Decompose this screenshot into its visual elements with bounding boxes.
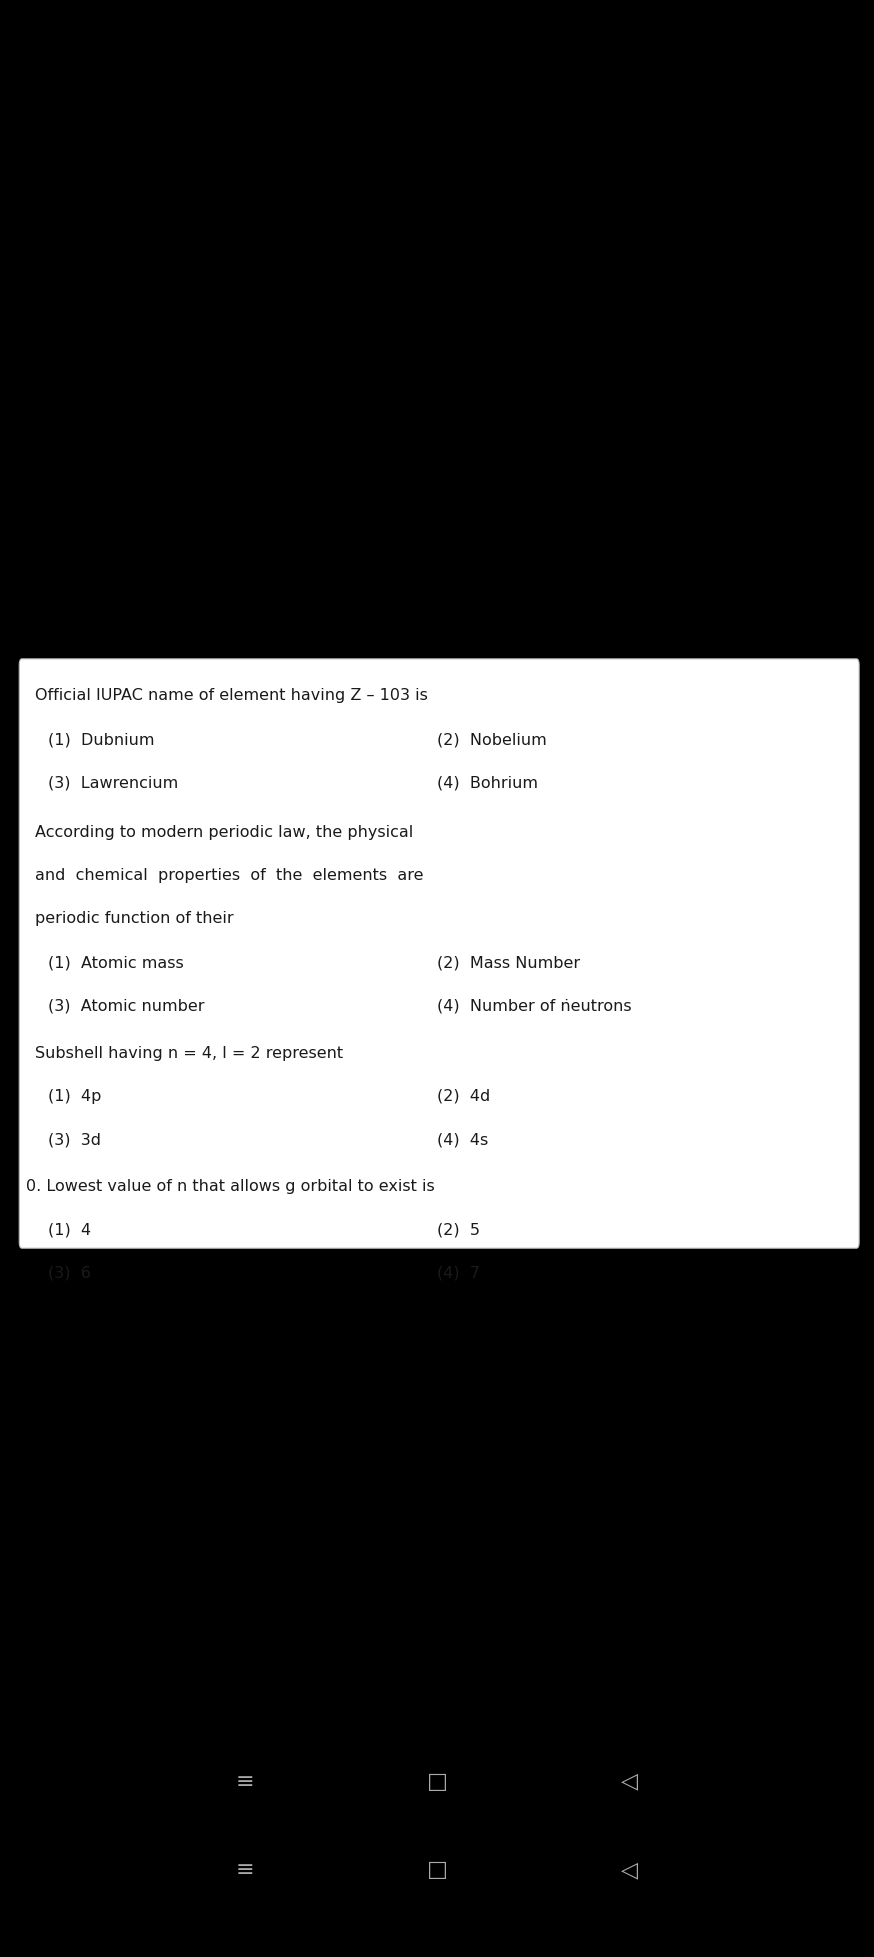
Text: ≡: ≡ <box>235 1771 254 1791</box>
Text: Subshell having n = 4, l = 2 represent: Subshell having n = 4, l = 2 represent <box>35 1045 343 1061</box>
Text: (1)  4p: (1) 4p <box>48 1088 101 1104</box>
Text: periodic function of their: periodic function of their <box>35 910 233 926</box>
Text: (2)  5: (2) 5 <box>437 1221 480 1237</box>
Text: (2)  4d: (2) 4d <box>437 1088 490 1104</box>
Text: (4)  Number of ṅeutrons: (4) Number of ṅeutrons <box>437 998 632 1014</box>
Text: (1)  Atomic mass: (1) Atomic mass <box>48 955 184 971</box>
Text: (3)  Lawrencium: (3) Lawrencium <box>48 775 178 791</box>
Text: ◁: ◁ <box>621 1771 638 1791</box>
Text: ≡: ≡ <box>235 1859 254 1879</box>
Text: (4)  Bohrium: (4) Bohrium <box>437 775 538 791</box>
Text: (3)  3d: (3) 3d <box>48 1131 101 1147</box>
Text: (3)  Atomic number: (3) Atomic number <box>48 998 205 1014</box>
Text: Official IUPAC name of element having Z – 103 is: Official IUPAC name of element having Z … <box>35 687 428 703</box>
Text: (4)  4s: (4) 4s <box>437 1131 489 1147</box>
Text: and  chemical  properties  of  the  elements  are: and chemical properties of the elements … <box>35 867 424 883</box>
Text: (2)  Nobelium: (2) Nobelium <box>437 732 547 748</box>
Text: (1)  Dubnium: (1) Dubnium <box>48 732 155 748</box>
Text: □: □ <box>427 1859 447 1879</box>
Text: (3)  6: (3) 6 <box>48 1264 91 1280</box>
Text: (1)  4: (1) 4 <box>48 1221 91 1237</box>
Text: (2)  Mass Number: (2) Mass Number <box>437 955 580 971</box>
Text: ◁: ◁ <box>621 1859 638 1879</box>
Text: According to modern periodic law, the physical: According to modern periodic law, the ph… <box>35 824 413 840</box>
Text: (4)  7: (4) 7 <box>437 1264 480 1280</box>
Text: □: □ <box>427 1771 447 1791</box>
FancyBboxPatch shape <box>19 660 859 1249</box>
Text: 0. Lowest value of n that allows g orbital to exist is: 0. Lowest value of n that allows g orbit… <box>26 1178 435 1194</box>
